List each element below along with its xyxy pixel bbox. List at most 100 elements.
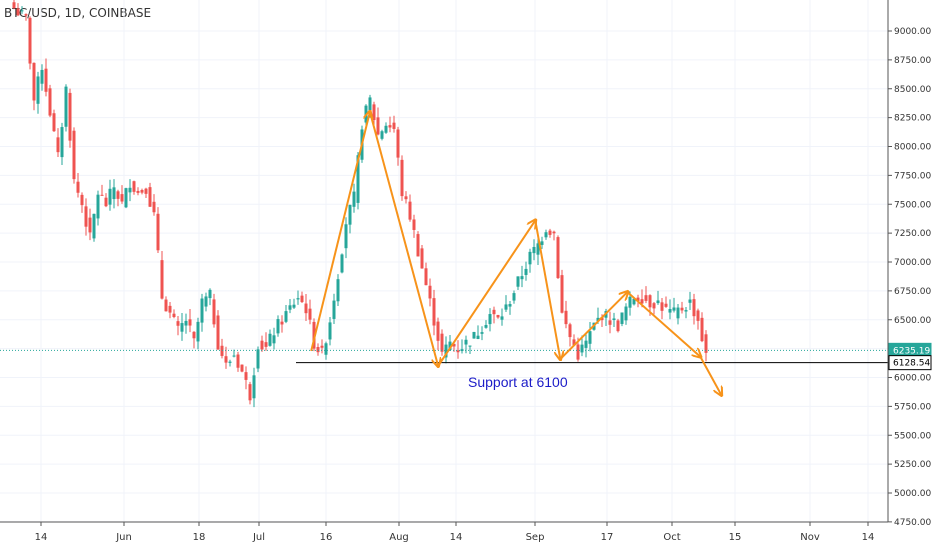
candle (700, 312, 704, 343)
candle (488, 308, 492, 332)
support-price-label: 6128.54 (888, 355, 932, 371)
candle (676, 303, 680, 325)
trend-arrow (368, 111, 438, 366)
candle (400, 155, 404, 201)
candle (52, 109, 56, 132)
candle (16, 3, 20, 17)
candle (176, 315, 180, 336)
candle (500, 308, 504, 326)
candle (236, 351, 240, 372)
candle (404, 191, 408, 204)
candle (264, 332, 268, 351)
trend-arrow (559, 292, 627, 360)
candle (548, 228, 552, 238)
candle (288, 298, 292, 314)
grid-lines (0, 0, 888, 523)
candle (48, 84, 52, 118)
candle (668, 299, 672, 320)
support-annotation: Support at 6100 (468, 374, 568, 390)
trend-arrow (310, 112, 370, 352)
candle (588, 322, 592, 352)
candle (612, 312, 616, 328)
x-tick-label: Jun (115, 532, 132, 543)
candle (84, 198, 88, 236)
y-tick-label: 8750.00 (894, 56, 931, 66)
candle (292, 298, 296, 309)
x-tick-label: Nov (800, 532, 820, 543)
candle (312, 318, 316, 352)
candle (40, 64, 44, 91)
candle (432, 289, 436, 336)
candle (260, 335, 264, 352)
candle (216, 310, 220, 350)
candle (116, 189, 120, 207)
candle (328, 316, 332, 346)
candle (144, 187, 148, 199)
candle (136, 187, 140, 196)
candle (180, 313, 184, 341)
y-tick-label: 5500.00 (894, 431, 931, 441)
candle (512, 290, 516, 304)
candle (60, 122, 64, 165)
candle (92, 213, 96, 242)
candle (284, 305, 288, 324)
candle (380, 129, 384, 141)
y-tick-label: 5250.00 (894, 460, 931, 470)
candle (388, 116, 392, 133)
x-tick-label: 17 (601, 532, 614, 543)
candle (156, 207, 160, 254)
x-tick-label: 14 (35, 532, 48, 543)
candle (56, 128, 60, 158)
candle (684, 306, 688, 319)
candle (88, 208, 92, 241)
candle (320, 339, 324, 354)
candle (476, 325, 480, 340)
candle (120, 185, 124, 204)
candle (352, 183, 356, 213)
candle (564, 300, 568, 329)
candle (456, 340, 460, 359)
price-labels: 6235.19 6128.54 (888, 342, 932, 371)
candle (232, 349, 236, 358)
candle (480, 326, 484, 341)
candle (396, 126, 400, 166)
candle (472, 331, 476, 339)
candle (532, 239, 536, 261)
candle (680, 301, 684, 314)
candle (80, 192, 84, 213)
candle (68, 88, 72, 148)
candle (164, 296, 168, 312)
x-tick-label: Jul (252, 532, 265, 543)
y-tick-label: 8500.00 (894, 85, 931, 95)
y-tick-label: 7000.00 (894, 258, 931, 268)
candle (280, 315, 284, 333)
candle (428, 278, 432, 307)
candle (36, 71, 40, 114)
candle (168, 301, 172, 319)
candle (344, 217, 348, 259)
y-tick-label: 4750.00 (894, 518, 931, 528)
candle (580, 335, 584, 357)
candle (408, 194, 412, 222)
candle (304, 293, 308, 322)
candle (560, 269, 564, 314)
candle (324, 341, 328, 360)
candle (484, 320, 488, 329)
candle (172, 309, 176, 319)
candle (72, 127, 76, 184)
candle (556, 235, 560, 280)
candle (100, 184, 104, 196)
x-tick-label: Oct (663, 532, 680, 543)
candle (620, 312, 624, 327)
candle (184, 313, 188, 334)
candle (64, 84, 68, 132)
candle (520, 265, 524, 288)
candle (540, 236, 544, 249)
svg-text:6128.54: 6128.54 (893, 359, 930, 369)
candle (644, 286, 648, 304)
y-tick-label: 7500.00 (894, 200, 931, 210)
candle (524, 261, 528, 281)
x-tick-label: 14 (862, 532, 875, 543)
y-tick-label: 6500.00 (894, 316, 931, 326)
